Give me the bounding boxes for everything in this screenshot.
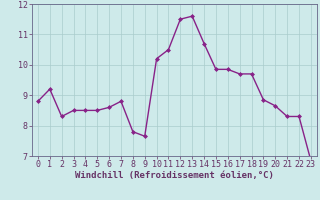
X-axis label: Windchill (Refroidissement éolien,°C): Windchill (Refroidissement éolien,°C)	[75, 171, 274, 180]
